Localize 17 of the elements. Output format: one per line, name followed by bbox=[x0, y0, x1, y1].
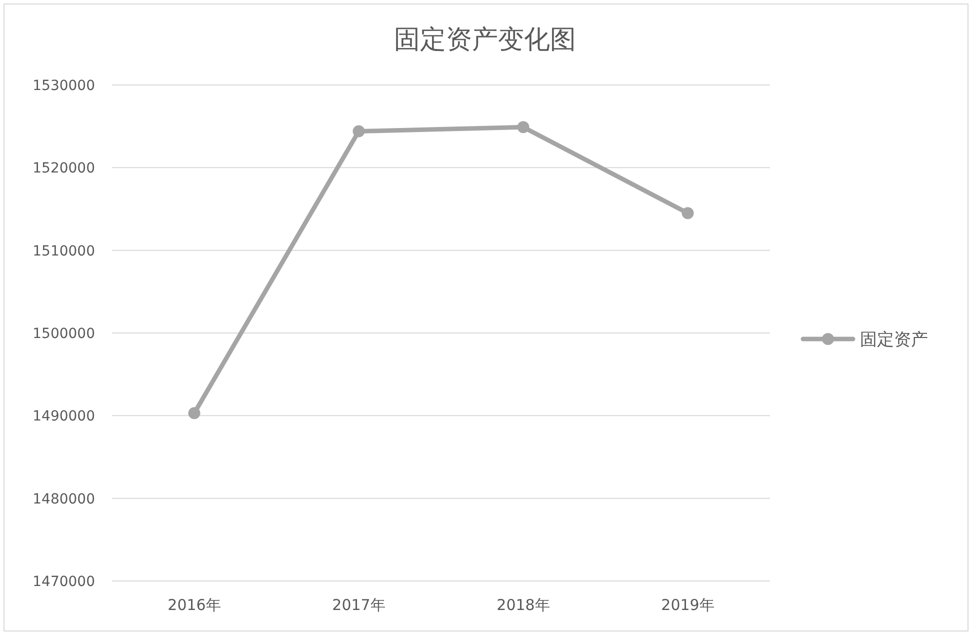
x-tick-label: 2018年 bbox=[496, 596, 550, 614]
y-tick-label: 1470000 bbox=[32, 574, 95, 590]
y-tick-label: 1510000 bbox=[32, 243, 95, 260]
legend-label: 固定资产 bbox=[860, 330, 928, 350]
y-tick-label: 1500000 bbox=[32, 326, 95, 342]
y-tick-label: 1530000 bbox=[32, 78, 95, 94]
chart-title: 固定资产变化图 bbox=[394, 25, 576, 55]
x-tick-label: 2016年 bbox=[168, 596, 221, 614]
point bbox=[517, 121, 530, 134]
point bbox=[188, 407, 200, 420]
x-tick-label: 2019年 bbox=[661, 596, 714, 614]
y-tick-label: 1490000 bbox=[32, 408, 95, 425]
y-tick-label: 1520000 bbox=[32, 160, 95, 177]
point bbox=[352, 125, 365, 138]
x-tick-label: 2017年 bbox=[332, 596, 386, 614]
point bbox=[682, 207, 694, 220]
y-tick-label: 1480000 bbox=[32, 491, 95, 508]
